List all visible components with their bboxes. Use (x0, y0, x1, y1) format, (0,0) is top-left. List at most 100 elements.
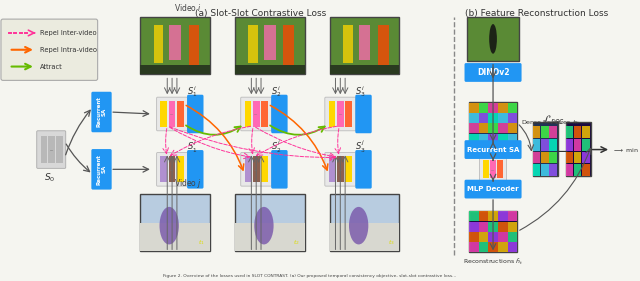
Text: ...: ... (49, 147, 54, 152)
Text: $S_0$: $S_0$ (44, 171, 55, 184)
Bar (498, 134, 508, 144)
Text: $t_1$: $t_1$ (198, 239, 205, 247)
Bar (582, 126, 589, 138)
Text: $S^i_3$: $S^i_3$ (355, 84, 365, 99)
Bar (498, 123, 508, 133)
Bar (532, 122, 558, 176)
Bar (574, 151, 582, 163)
Bar (508, 113, 517, 123)
Bar (479, 232, 488, 242)
Bar (488, 243, 498, 252)
FancyBboxPatch shape (465, 180, 522, 198)
Bar (541, 139, 548, 151)
Text: (b) Feature Reconstruction Loss: (b) Feature Reconstruction Loss (465, 9, 608, 18)
Bar (508, 211, 517, 221)
Text: $S^i_1$: $S^i_1$ (187, 84, 197, 99)
Bar (497, 160, 502, 178)
Bar (541, 151, 548, 163)
Text: Recurrent SA: Recurrent SA (467, 147, 519, 153)
Bar (490, 160, 496, 178)
Bar (488, 113, 498, 123)
Text: (a) Slot-Slot Contrastive Loss: (a) Slot-Slot Contrastive Loss (195, 9, 326, 18)
Bar (169, 25, 180, 60)
Bar (532, 151, 540, 163)
Bar (498, 232, 508, 242)
Text: $S^j_2$: $S^j_2$ (271, 138, 281, 155)
Bar (49, 136, 55, 163)
Text: $-$: $-$ (555, 142, 568, 157)
Bar (284, 25, 294, 65)
Text: $t_2$: $t_2$ (293, 239, 300, 247)
Bar (264, 25, 276, 60)
Bar (582, 139, 589, 151)
Bar (508, 222, 517, 232)
Bar (169, 157, 175, 182)
Text: $t_3$: $t_3$ (388, 239, 394, 247)
Text: $S^j_3$: $S^j_3$ (355, 138, 365, 155)
Bar (467, 17, 519, 61)
Bar (541, 164, 548, 176)
Bar (479, 222, 488, 232)
Bar (235, 194, 305, 251)
Ellipse shape (159, 207, 179, 244)
Bar (582, 151, 589, 163)
Bar (498, 113, 508, 123)
FancyBboxPatch shape (465, 140, 522, 159)
Bar (56, 136, 63, 163)
FancyBboxPatch shape (479, 157, 507, 182)
Bar (508, 103, 517, 112)
Bar (574, 139, 582, 151)
Text: ...: ... (338, 167, 342, 172)
Bar (235, 17, 305, 74)
Bar (469, 211, 517, 252)
Bar (549, 151, 557, 163)
FancyBboxPatch shape (36, 131, 66, 168)
Text: ...: ... (338, 112, 342, 117)
Bar (469, 243, 479, 252)
Text: ...: ... (170, 167, 174, 172)
Bar (140, 194, 210, 251)
Text: $\mathcal{L}_{rec}$: $\mathcal{L}_{rec}$ (543, 113, 565, 127)
Text: $S^i_2$: $S^i_2$ (271, 84, 281, 99)
Bar (469, 103, 479, 112)
Text: Video $j$: Video $j$ (175, 177, 202, 190)
Ellipse shape (489, 24, 497, 54)
Text: Dense Features $h_t$: Dense Features $h_t$ (521, 118, 580, 127)
Bar (358, 25, 371, 60)
Bar (261, 101, 268, 127)
Bar (253, 101, 260, 127)
Bar (479, 123, 488, 133)
FancyBboxPatch shape (271, 95, 287, 133)
FancyBboxPatch shape (355, 150, 372, 189)
Bar (574, 164, 582, 176)
Bar (549, 126, 557, 138)
Bar (488, 232, 498, 242)
Bar (330, 223, 399, 251)
FancyBboxPatch shape (187, 150, 204, 189)
Text: Figure 2. Overview of the losses used in SLOT CONTRAST. (a) Our proposed tempora: Figure 2. Overview of the losses used in… (163, 274, 456, 278)
Bar (244, 101, 252, 127)
FancyBboxPatch shape (465, 63, 522, 82)
Text: $S^j_1$: $S^j_1$ (187, 138, 197, 155)
Bar (169, 101, 175, 127)
Bar (330, 17, 399, 74)
Bar (235, 65, 305, 74)
Bar (498, 103, 508, 112)
Bar (345, 157, 352, 182)
Text: ...: ... (254, 167, 259, 172)
Text: Repel Inter-video: Repel Inter-video (40, 30, 96, 36)
Text: ...: ... (170, 112, 174, 117)
Bar (532, 164, 540, 176)
Bar (488, 103, 498, 112)
Text: ...: ... (491, 167, 495, 172)
Bar (566, 151, 573, 163)
Bar (140, 17, 210, 74)
Text: Reconstructions $\hat{h}_t$: Reconstructions $\hat{h}_t$ (463, 256, 523, 267)
Bar (469, 222, 479, 232)
Text: DINOv2: DINOv2 (477, 68, 509, 77)
FancyBboxPatch shape (241, 153, 271, 186)
FancyBboxPatch shape (92, 149, 111, 190)
Bar (469, 113, 479, 123)
Bar (582, 164, 589, 176)
Text: MLP Decoder: MLP Decoder (467, 186, 519, 192)
